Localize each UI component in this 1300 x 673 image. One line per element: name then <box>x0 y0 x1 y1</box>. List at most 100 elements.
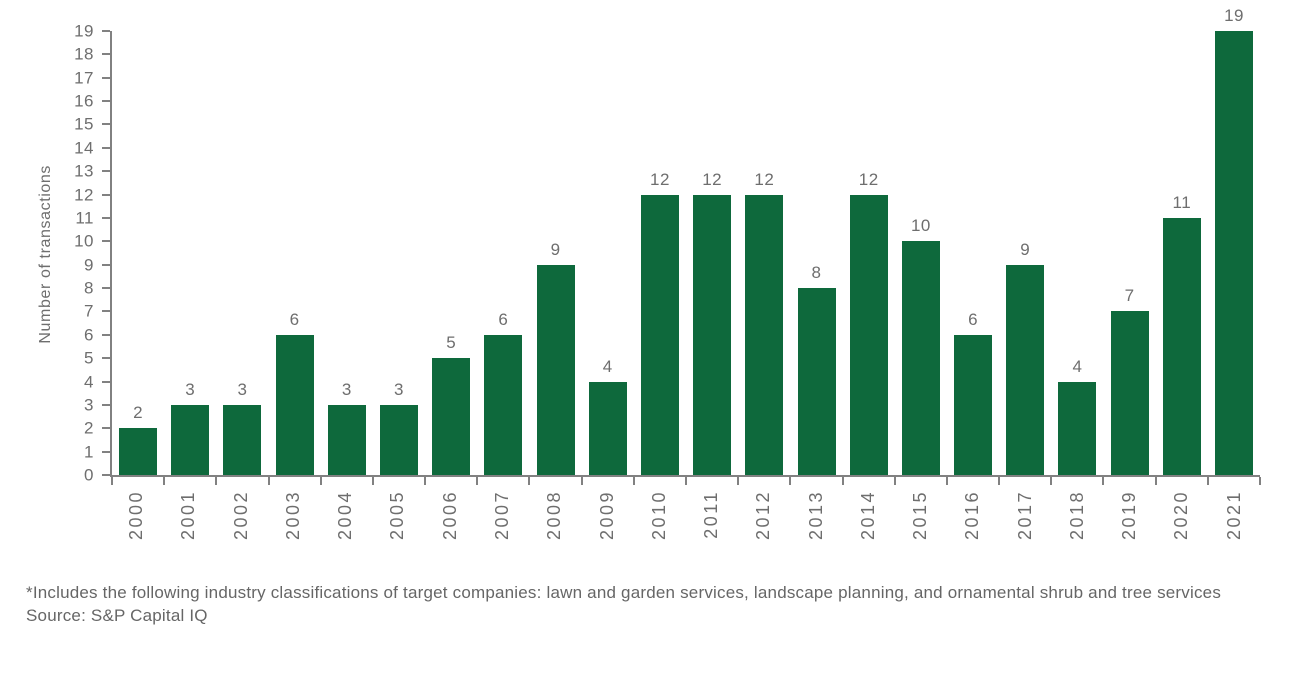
x-axis-label: 2000 <box>126 490 147 541</box>
y-tick-mark <box>102 100 110 103</box>
y-tick-mark <box>102 474 110 476</box>
x-axis-label-cell: 2017 <box>999 490 1051 574</box>
x-tick-mark <box>998 477 1001 485</box>
bar-slot: 9 <box>530 31 582 475</box>
y-tick-label: 1 <box>84 442 94 462</box>
x-tick-mark <box>267 477 270 485</box>
bar-value-label: 19 <box>1224 6 1244 25</box>
x-axis-label: 2002 <box>230 490 251 541</box>
x-tick-mark <box>1259 477 1261 485</box>
x-axis-label: 2007 <box>491 490 512 541</box>
x-axis-label: 2016 <box>962 490 983 541</box>
y-tick-mark <box>102 146 110 149</box>
x-axis-label: 2020 <box>1171 490 1192 541</box>
y-tick-mark <box>102 216 110 219</box>
y-tick-label: 4 <box>84 372 94 392</box>
bar-slot: 6 <box>269 31 321 475</box>
y-tick-mark <box>102 53 110 56</box>
footnote-source: Source: S&P Capital IQ <box>26 606 208 625</box>
bar-2006 <box>432 358 471 475</box>
x-axis-label-cell: 2002 <box>215 490 267 574</box>
bar-value-label: 8 <box>811 263 822 283</box>
bar-slot: 8 <box>790 31 842 475</box>
bar-slot: 7 <box>1104 31 1156 475</box>
footnote: *Includes the following industry classif… <box>26 581 1231 627</box>
x-axis-label: 2013 <box>805 490 826 541</box>
x-tick-mark <box>215 477 218 485</box>
y-tick-mark <box>102 193 110 196</box>
x-tick-mark <box>945 477 948 485</box>
y-tick-mark <box>102 123 110 126</box>
bar-value-label: 12 <box>702 169 723 189</box>
bar-slot: 10 <box>895 31 947 475</box>
x-axis-label: 2014 <box>857 490 878 541</box>
bar-2013 <box>797 288 836 475</box>
y-axis-tick-labels: 0 1 2 3 4 5 6 7 8 9 10 11 12 13 14 15 16 17 18 19 <box>0 23 94 484</box>
x-tick-mark <box>424 477 427 485</box>
x-tick-mark <box>319 477 322 485</box>
y-tick-label: 13 <box>74 161 94 181</box>
x-axis-label: 2012 <box>753 490 774 541</box>
bar-value-label: 5 <box>446 333 457 353</box>
bar-slot: 12 <box>634 31 686 475</box>
bar-2009 <box>588 381 627 475</box>
x-tick-mark <box>1050 477 1053 485</box>
x-axis-label-cell: 2009 <box>580 490 632 574</box>
bar-slot: 3 <box>373 31 425 475</box>
bar-2012 <box>745 194 784 475</box>
bar-slot: 9 <box>999 31 1051 475</box>
x-tick-mark <box>371 477 374 485</box>
y-tick-label: 12 <box>74 185 94 205</box>
y-tick-label: 16 <box>74 91 94 111</box>
bar-value-label: 12 <box>754 169 775 189</box>
bar-slot: 12 <box>738 31 790 475</box>
bar-slot: 4 <box>1051 31 1103 475</box>
bar-2004 <box>327 404 366 475</box>
bar-2007 <box>484 334 523 475</box>
bar-slot: 3 <box>321 31 373 475</box>
y-tick-label: 10 <box>74 231 94 251</box>
y-tick-label: 5 <box>84 348 94 368</box>
x-axis-label: 2004 <box>335 490 356 541</box>
x-axis-label-cell: 2016 <box>946 490 998 574</box>
bar-2019 <box>1110 311 1149 475</box>
x-axis-label: 2010 <box>648 490 669 541</box>
bar-slot: 3 <box>164 31 216 475</box>
bar-2011 <box>693 194 732 475</box>
y-tick-label: 6 <box>84 325 94 345</box>
x-axis-label: 2017 <box>1014 490 1035 541</box>
bar-value-label: 10 <box>910 216 931 236</box>
y-tick-label: 9 <box>84 255 94 275</box>
x-axis-label: 2019 <box>1119 490 1140 541</box>
bar-slot: 4 <box>582 31 634 475</box>
x-axis-label: 2005 <box>387 490 408 541</box>
bar-slot: 2 <box>112 31 164 475</box>
x-axis-label-cell: 2010 <box>633 490 685 574</box>
bar-2008 <box>536 264 575 475</box>
y-tick-label: 11 <box>75 208 94 228</box>
bar-slot: 12 <box>843 31 895 475</box>
bar-slot: 3 <box>216 31 268 475</box>
y-tick-mark <box>102 30 110 32</box>
bar-value-label: 6 <box>968 309 979 329</box>
x-axis-label-cell: 2006 <box>424 490 476 574</box>
x-axis-label-cell: 2001 <box>162 490 214 574</box>
y-tick-mark <box>102 357 110 360</box>
plot-area: 2 3 3 6 3 3 5 6 9 4 12 12 12 8 12 10 6 9 4 7 11 19 <box>102 7 1261 485</box>
x-axis-labels: 2000 2001 2002 2003 2004 2005 2006 2007 2008 2009… <box>110 490 1260 574</box>
x-axis-label-cell: 2021 <box>1208 490 1260 574</box>
y-tick-mark <box>102 333 110 336</box>
x-axis-label: 2015 <box>910 490 931 541</box>
x-tick-mark <box>1206 477 1209 485</box>
footnote-note: *Includes the following industry classif… <box>26 583 1222 602</box>
x-tick-mark <box>789 477 792 485</box>
bar-slot: 6 <box>477 31 529 475</box>
y-tick-label: 8 <box>84 278 94 298</box>
y-tick-label: 2 <box>84 418 94 438</box>
y-tick-mark <box>102 287 110 290</box>
x-tick-mark <box>841 477 844 485</box>
x-axis-label-cell: 2003 <box>267 490 319 574</box>
bar-2001 <box>171 404 210 475</box>
x-axis-label: 2003 <box>282 490 303 541</box>
